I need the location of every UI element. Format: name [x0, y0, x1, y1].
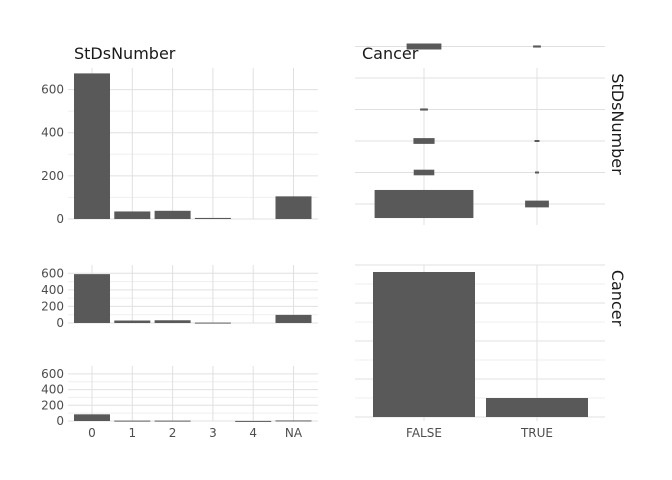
stds-false-bar: [114, 320, 151, 323]
stds-true-ytick-label: 200: [41, 398, 64, 412]
stds-xtick-label: 1: [128, 426, 136, 440]
stds-true-bar: [275, 420, 312, 422]
stds-true-bar: [154, 420, 191, 422]
stds-xtick-label: 0: [88, 426, 96, 440]
stds-hist-ytick-label: 200: [41, 169, 64, 183]
stds-false-ytick-label: 200: [41, 299, 64, 313]
bars-layer: [74, 43, 588, 422]
stds-true-bar: [74, 414, 110, 421]
stds-false-bar: [154, 320, 191, 323]
text-layer: StDsNumber Cancer StDsNumber Cancer 0200…: [41, 44, 627, 440]
cancer-bar: [373, 272, 475, 417]
stds-false-ytick-label: 600: [41, 266, 64, 280]
stds-hist-bar: [74, 73, 110, 220]
row-strip-cancer: Cancer: [608, 270, 627, 327]
stds-xtick-label: 4: [249, 426, 257, 440]
stds-xtick-label: 2: [169, 426, 177, 440]
stds-true-ytick-label: 0: [56, 414, 64, 428]
tile-mark: [535, 171, 539, 174]
column-title-stdsnumber: StDsNumber: [74, 44, 176, 63]
stds-hist-ytick-label: 0: [56, 212, 64, 226]
stds-false-ytick-label: 400: [41, 283, 64, 297]
stds-hist-ytick-label: 400: [41, 126, 64, 140]
stds-hist-ytick-label: 600: [41, 83, 64, 97]
stds-xtick-label: NA: [285, 426, 303, 440]
stds-true-ytick-label: 400: [41, 383, 64, 397]
tile-mark: [525, 200, 549, 208]
stds-true-ytick-label: 600: [41, 367, 64, 381]
row-strip-stdsnumber: StDsNumber: [608, 73, 627, 175]
grid-layer: [68, 46, 605, 422]
tile-mark: [406, 43, 442, 50]
stds-true-bar: [114, 420, 151, 422]
cancer-bar: [486, 398, 588, 417]
stds-false-ytick-label: 0: [56, 316, 64, 330]
tile-mark: [534, 140, 540, 142]
cancer-xtick-label: FALSE: [406, 426, 442, 440]
stds-false-bar: [74, 274, 110, 323]
tile-mark: [374, 189, 474, 219]
tile-mark: [420, 108, 428, 111]
column-title-cancer: Cancer: [362, 44, 419, 63]
tile-mark: [413, 169, 435, 176]
stds-hist-bar: [154, 210, 191, 219]
stds-false-bar: [275, 314, 312, 323]
tile-mark: [413, 138, 435, 144]
stds-hist-bar: [194, 217, 231, 219]
stds-false-bar: [194, 322, 231, 324]
stds-xtick-label: 3: [209, 426, 217, 440]
stds-true-bar: [235, 420, 272, 422]
stds-hist-bar: [114, 211, 151, 219]
stds-hist-bar: [275, 196, 312, 219]
tile-mark: [533, 45, 541, 48]
cancer-xtick-label: TRUE: [520, 426, 553, 440]
